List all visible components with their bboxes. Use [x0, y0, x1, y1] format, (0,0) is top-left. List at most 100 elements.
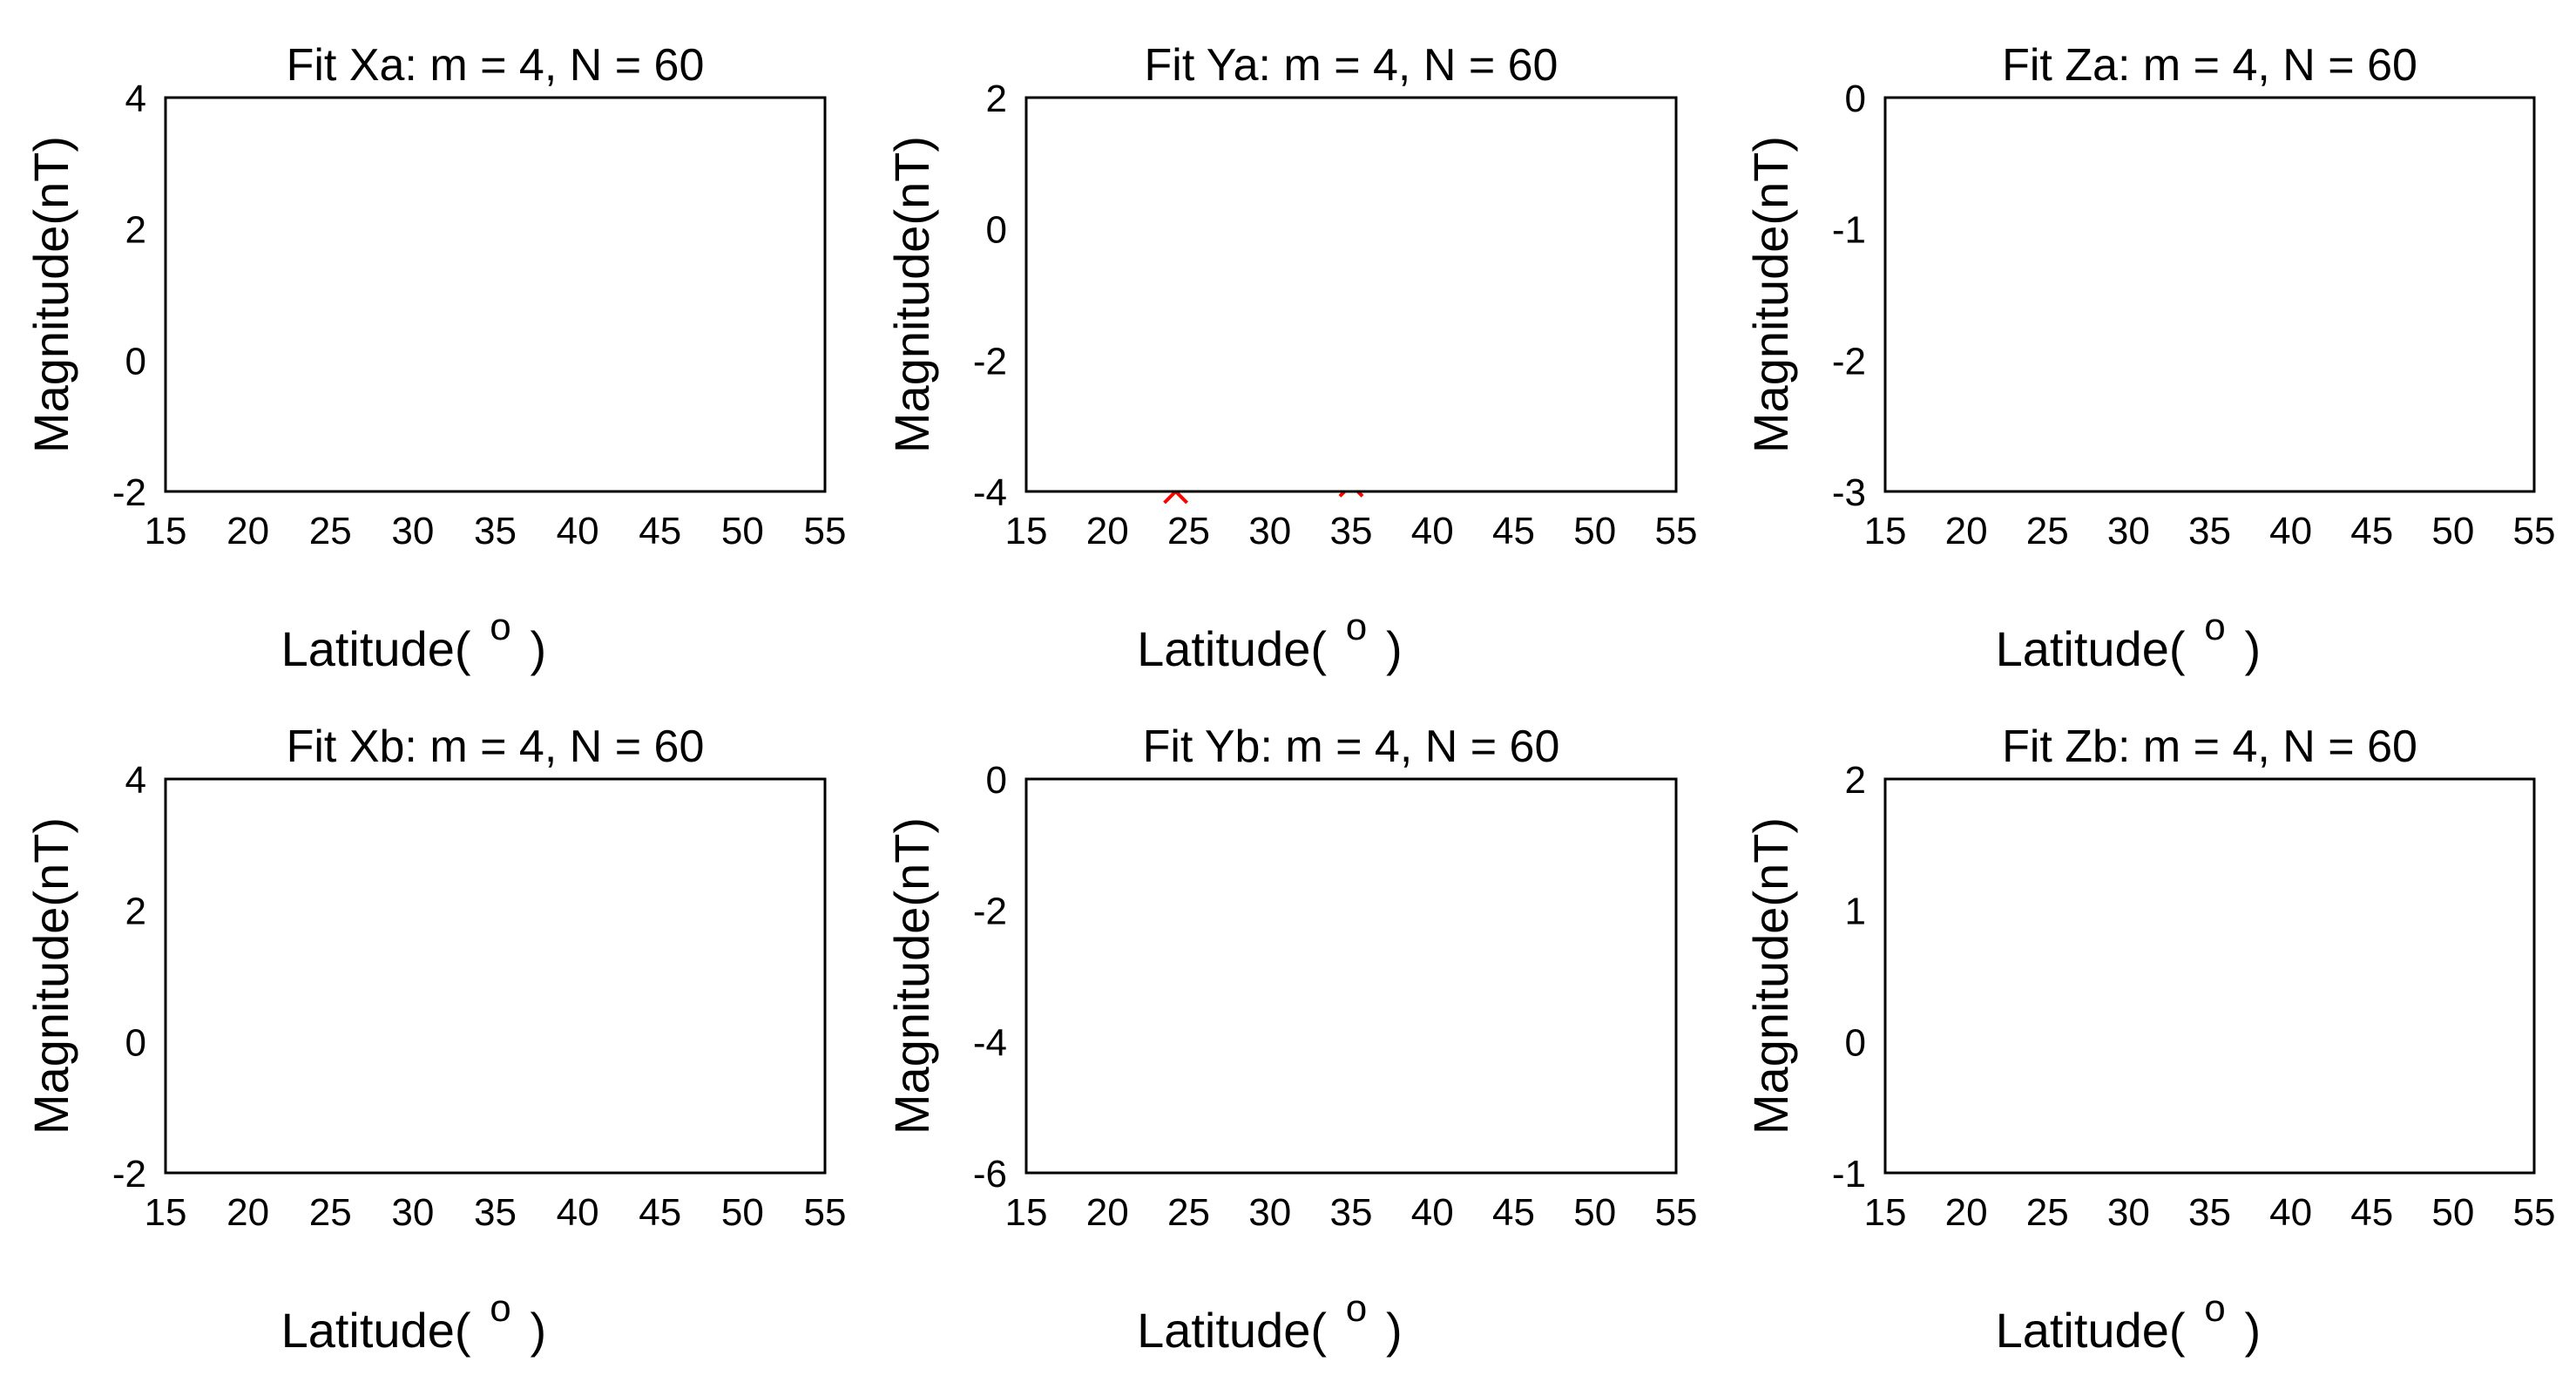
x-axis-label-close: ) [1386, 1303, 1403, 1358]
subplot-1: 15 20 25 30 35 40 45 50 55 -2 0 2 4 Fit Xa: m = 4, N … [24, 40, 846, 676]
x-tick-label: 40 [2269, 1191, 2312, 1234]
x-tick-label: 40 [2269, 510, 2312, 552]
x-axis-label-close: ) [2245, 1303, 2262, 1358]
y-tick-label: -3 [1832, 471, 1866, 514]
x-axis-label: Latitude( [1137, 621, 1327, 676]
x-tick-label: 55 [2513, 510, 2556, 552]
y-tick-label: 4 [125, 78, 146, 120]
y-axis-label: Magnitude(nT) [884, 817, 939, 1135]
y-tick-label: 0 [986, 759, 1007, 802]
y-tick-label: -2 [112, 1153, 146, 1196]
x-tick-label: 25 [309, 1191, 352, 1234]
x-tick-label: 25 [309, 510, 352, 552]
x-tick-label: 45 [1492, 510, 1535, 552]
x-tick-label: 55 [1655, 510, 1698, 552]
y-tick-label: -1 [1832, 1153, 1866, 1196]
y-tick-label: 0 [125, 1021, 146, 1064]
y-tick-label: -6 [973, 1153, 1007, 1196]
x-tick-label: 25 [1167, 1191, 1210, 1234]
x-tick-label: 40 [1411, 1191, 1454, 1234]
y-tick-label: 2 [1845, 759, 1866, 802]
x-tick-label: 50 [1573, 510, 1616, 552]
subplot-title: Fit Zb: m = 4, N = 60 [2002, 721, 2417, 772]
x-axis-degree-mark: o [2204, 1287, 2225, 1330]
y-tick-label: 0 [125, 340, 146, 383]
x-axis-label-close: ) [2245, 621, 2262, 676]
x-axis-degree-mark: o [2204, 606, 2225, 648]
x-tick-label: 25 [1167, 510, 1210, 552]
x-tick-label: 30 [2107, 1191, 2150, 1234]
subplot-title: Fit Xa: m = 4, N = 60 [287, 40, 705, 91]
x-tick-label: 40 [557, 510, 599, 552]
x-tick-label: 30 [1248, 510, 1291, 552]
y-tick-label: 0 [1845, 1021, 1866, 1064]
x-tick-label: 15 [1005, 1191, 1048, 1234]
axes-frame [164, 96, 827, 493]
subplot-2: 15 20 25 30 35 40 45 50 55 -4 -2 0 2 Fit Ya: m = 4, N… [884, 40, 1697, 676]
y-tick-label: -2 [1832, 340, 1866, 383]
x-axis-degree-mark: o [1346, 606, 1367, 648]
x-tick-label: 20 [226, 510, 269, 552]
y-tick-label: -2 [973, 340, 1007, 383]
x-tick-label: 45 [2350, 510, 2393, 552]
x-tick-label: 35 [1330, 1191, 1373, 1234]
x-tick-label: 50 [1573, 1191, 1616, 1234]
subplot-title: Fit Yb: m = 4, N = 60 [1143, 721, 1560, 772]
x-tick-label: 50 [2431, 510, 2474, 552]
x-tick-label: 30 [1248, 1191, 1291, 1234]
x-tick-label: 30 [2107, 510, 2150, 552]
x-axis-label-close: ) [531, 621, 547, 676]
x-tick-label: 50 [721, 1191, 764, 1234]
x-tick-label: 30 [391, 1191, 434, 1234]
y-tick-label: 0 [986, 209, 1007, 252]
y-tick-label: 4 [125, 759, 146, 802]
axes-frame [164, 777, 827, 1175]
axes-frame [1024, 777, 1678, 1175]
x-tick-label: 25 [2026, 1191, 2069, 1234]
x-axis-label-close: ) [1386, 621, 1403, 676]
x-tick-label: 15 [1864, 1191, 1907, 1234]
x-axis-degree-mark: o [490, 606, 510, 648]
subplot-title: Fit Za: m = 4, N = 60 [2002, 40, 2417, 91]
x-tick-label: 20 [1086, 1191, 1129, 1234]
x-tick-label: 55 [1655, 1191, 1698, 1234]
x-tick-label: 20 [1945, 510, 1988, 552]
axes-frame [1883, 96, 2536, 493]
subplot-title: Fit Xb: m = 4, N = 60 [287, 721, 705, 772]
x-tick-label: 50 [721, 510, 764, 552]
x-tick-label: 55 [804, 510, 847, 552]
x-tick-label: 35 [2188, 1191, 2231, 1234]
x-tick-label: 45 [639, 1191, 681, 1234]
x-axis-label: Latitude( [281, 1303, 471, 1358]
subplot-4: 15 20 25 30 35 40 45 50 55 -2 0 2 4 Fit Xb: m = 4, N … [24, 721, 846, 1358]
x-tick-label: 35 [474, 510, 517, 552]
subplot-3: 15 20 25 30 35 40 45 50 55 -3 -2 -1 0 Fit Za: m = 4, … [1743, 40, 2555, 676]
x-axis-degree-mark: o [490, 1287, 510, 1330]
axes-frame [1024, 96, 1678, 493]
x-tick-label: 40 [1411, 510, 1454, 552]
y-axis-label: Magnitude(nT) [884, 136, 939, 453]
subplot-title: Fit Ya: m = 4, N = 60 [1145, 40, 1558, 91]
x-tick-label: 35 [1330, 510, 1373, 552]
y-tick-label: -4 [973, 1021, 1007, 1064]
y-tick-label: 1 [1845, 891, 1866, 933]
x-tick-label: 45 [1492, 1191, 1535, 1234]
y-axis-label: Magnitude(nT) [1743, 136, 1798, 453]
y-tick-label: 2 [125, 209, 146, 252]
x-tick-label: 40 [557, 1191, 599, 1234]
y-tick-label: -4 [973, 471, 1007, 514]
y-axis-label: Magnitude(nT) [24, 136, 78, 453]
y-axis-label: Magnitude(nT) [1743, 817, 1798, 1135]
y-axis-label: Magnitude(nT) [24, 817, 78, 1135]
x-tick-label: 20 [226, 1191, 269, 1234]
x-tick-label: 50 [2431, 1191, 2474, 1234]
x-axis-degree-mark: o [1346, 1287, 1367, 1330]
y-tick-label: 2 [986, 78, 1007, 120]
y-tick-label: 2 [125, 891, 146, 933]
axes-frame [1883, 777, 2536, 1175]
x-tick-label: 35 [2188, 510, 2231, 552]
x-tick-label: 15 [145, 1191, 187, 1234]
x-tick-label: 35 [474, 1191, 517, 1234]
x-axis-label: Latitude( [281, 621, 471, 676]
